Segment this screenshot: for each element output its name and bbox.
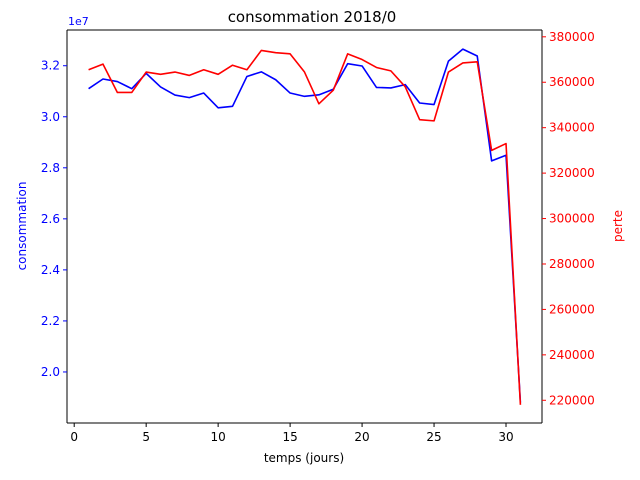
x-tick-label: 30	[498, 430, 513, 444]
chart-title: consommation 2018/0	[228, 8, 397, 26]
right-y-tick-label: 340000	[549, 121, 595, 135]
right-y-tick-label: 380000	[549, 30, 595, 44]
left-y-tick-label: 2.8	[41, 161, 60, 175]
left-y-axis-label: consommation	[15, 182, 29, 271]
left-y-tick-label: 2.0	[41, 365, 60, 379]
left-y-tick-label: 3.0	[41, 110, 60, 124]
right-y-tick-label: 260000	[549, 302, 595, 316]
x-tick-label: 25	[426, 430, 441, 444]
right-y-tick-label: 240000	[549, 348, 595, 362]
perte-series-line	[88, 49, 522, 405]
x-tick-label: 10	[210, 430, 225, 444]
right-y-tick-label: 280000	[549, 257, 595, 271]
right-y-tick-label: 220000	[549, 393, 595, 407]
x-tick-label: 15	[282, 430, 297, 444]
right-y-tick-label: 300000	[549, 212, 595, 226]
right-y-tick-label: 320000	[549, 166, 595, 180]
x-tick-label: 20	[354, 430, 369, 444]
left-y-tick-label: 2.6	[41, 212, 60, 226]
left-y-tick-label: 2.2	[41, 314, 60, 328]
left-y-tick-label: 3.2	[41, 59, 60, 73]
x-tick-label: 0	[70, 430, 78, 444]
left-y-tick-label: 2.4	[41, 263, 60, 277]
left-axis-offset-label: 1e7	[68, 15, 89, 28]
x-tick-label: 5	[142, 430, 150, 444]
right-y-axis-label: perte	[611, 210, 625, 242]
x-axis-label: temps (jours)	[264, 451, 344, 465]
consommation-series-line	[88, 48, 522, 403]
right-y-tick-label: 360000	[549, 75, 595, 89]
